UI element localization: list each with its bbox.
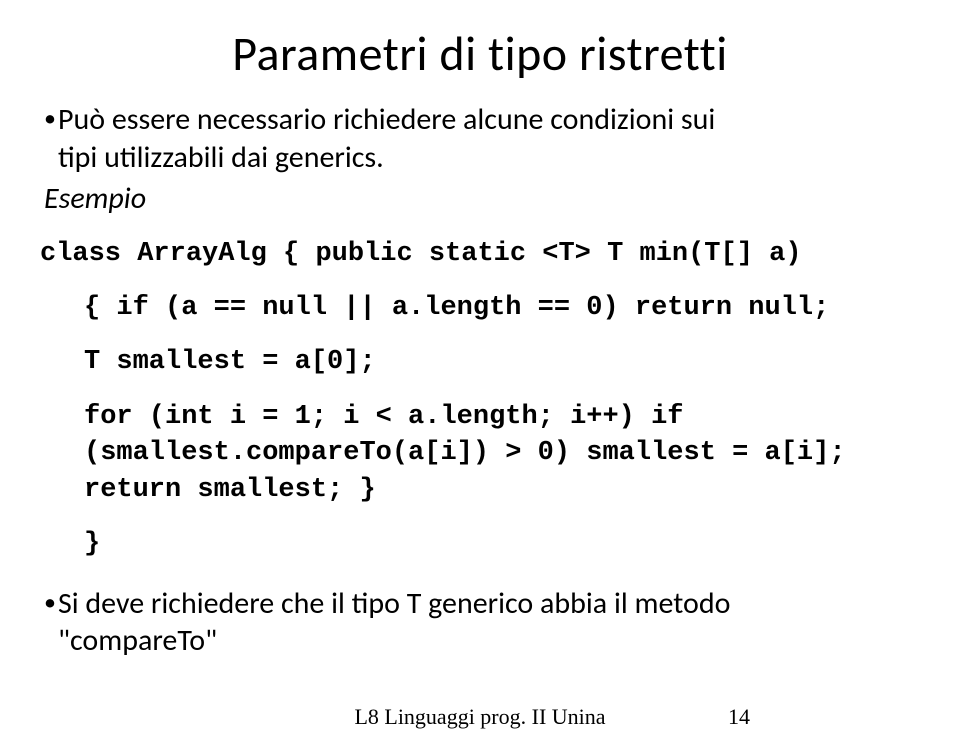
page-number: 14	[728, 704, 750, 730]
slide-container: Parametri di tipo ristretti • Può essere…	[0, 0, 960, 744]
footer-text: L8 Linguaggi prog. II Unina	[354, 704, 605, 729]
code-line-3: T smallest = a[0];	[40, 344, 920, 380]
bullet2-text-line2: "compareTo"	[58, 622, 217, 659]
bullet-dot-icon: •	[44, 585, 56, 621]
code-line-1: class ArrayAlg { public static <T> T min…	[40, 236, 920, 272]
bullet1-text-line2: tipi utilizzabili dai generics.	[58, 139, 384, 176]
bullet2-text-line1: Si deve richiedere che il tipo T generic…	[58, 585, 730, 622]
slide-title: Parametri di tipo ristretti	[40, 24, 920, 83]
code-line-2: { if (a == null || a.length == 0) return…	[40, 290, 920, 326]
bullet-dot-icon: •	[44, 101, 56, 137]
bullet-item-1: • Può essere necessario richiedere alcun…	[40, 101, 920, 176]
code-line-4: for (int i = 1; i < a.length; i++) if (s…	[40, 399, 920, 508]
bullet-item-2: • Si deve richiedere che il tipo T gener…	[40, 585, 920, 660]
code-line-5: }	[40, 526, 920, 562]
bullet1-text-line1: Può essere necessario richiedere alcune …	[58, 101, 715, 138]
esempio-label: Esempio	[40, 180, 920, 218]
slide-footer: L8 Linguaggi prog. II Unina 14	[0, 704, 960, 730]
